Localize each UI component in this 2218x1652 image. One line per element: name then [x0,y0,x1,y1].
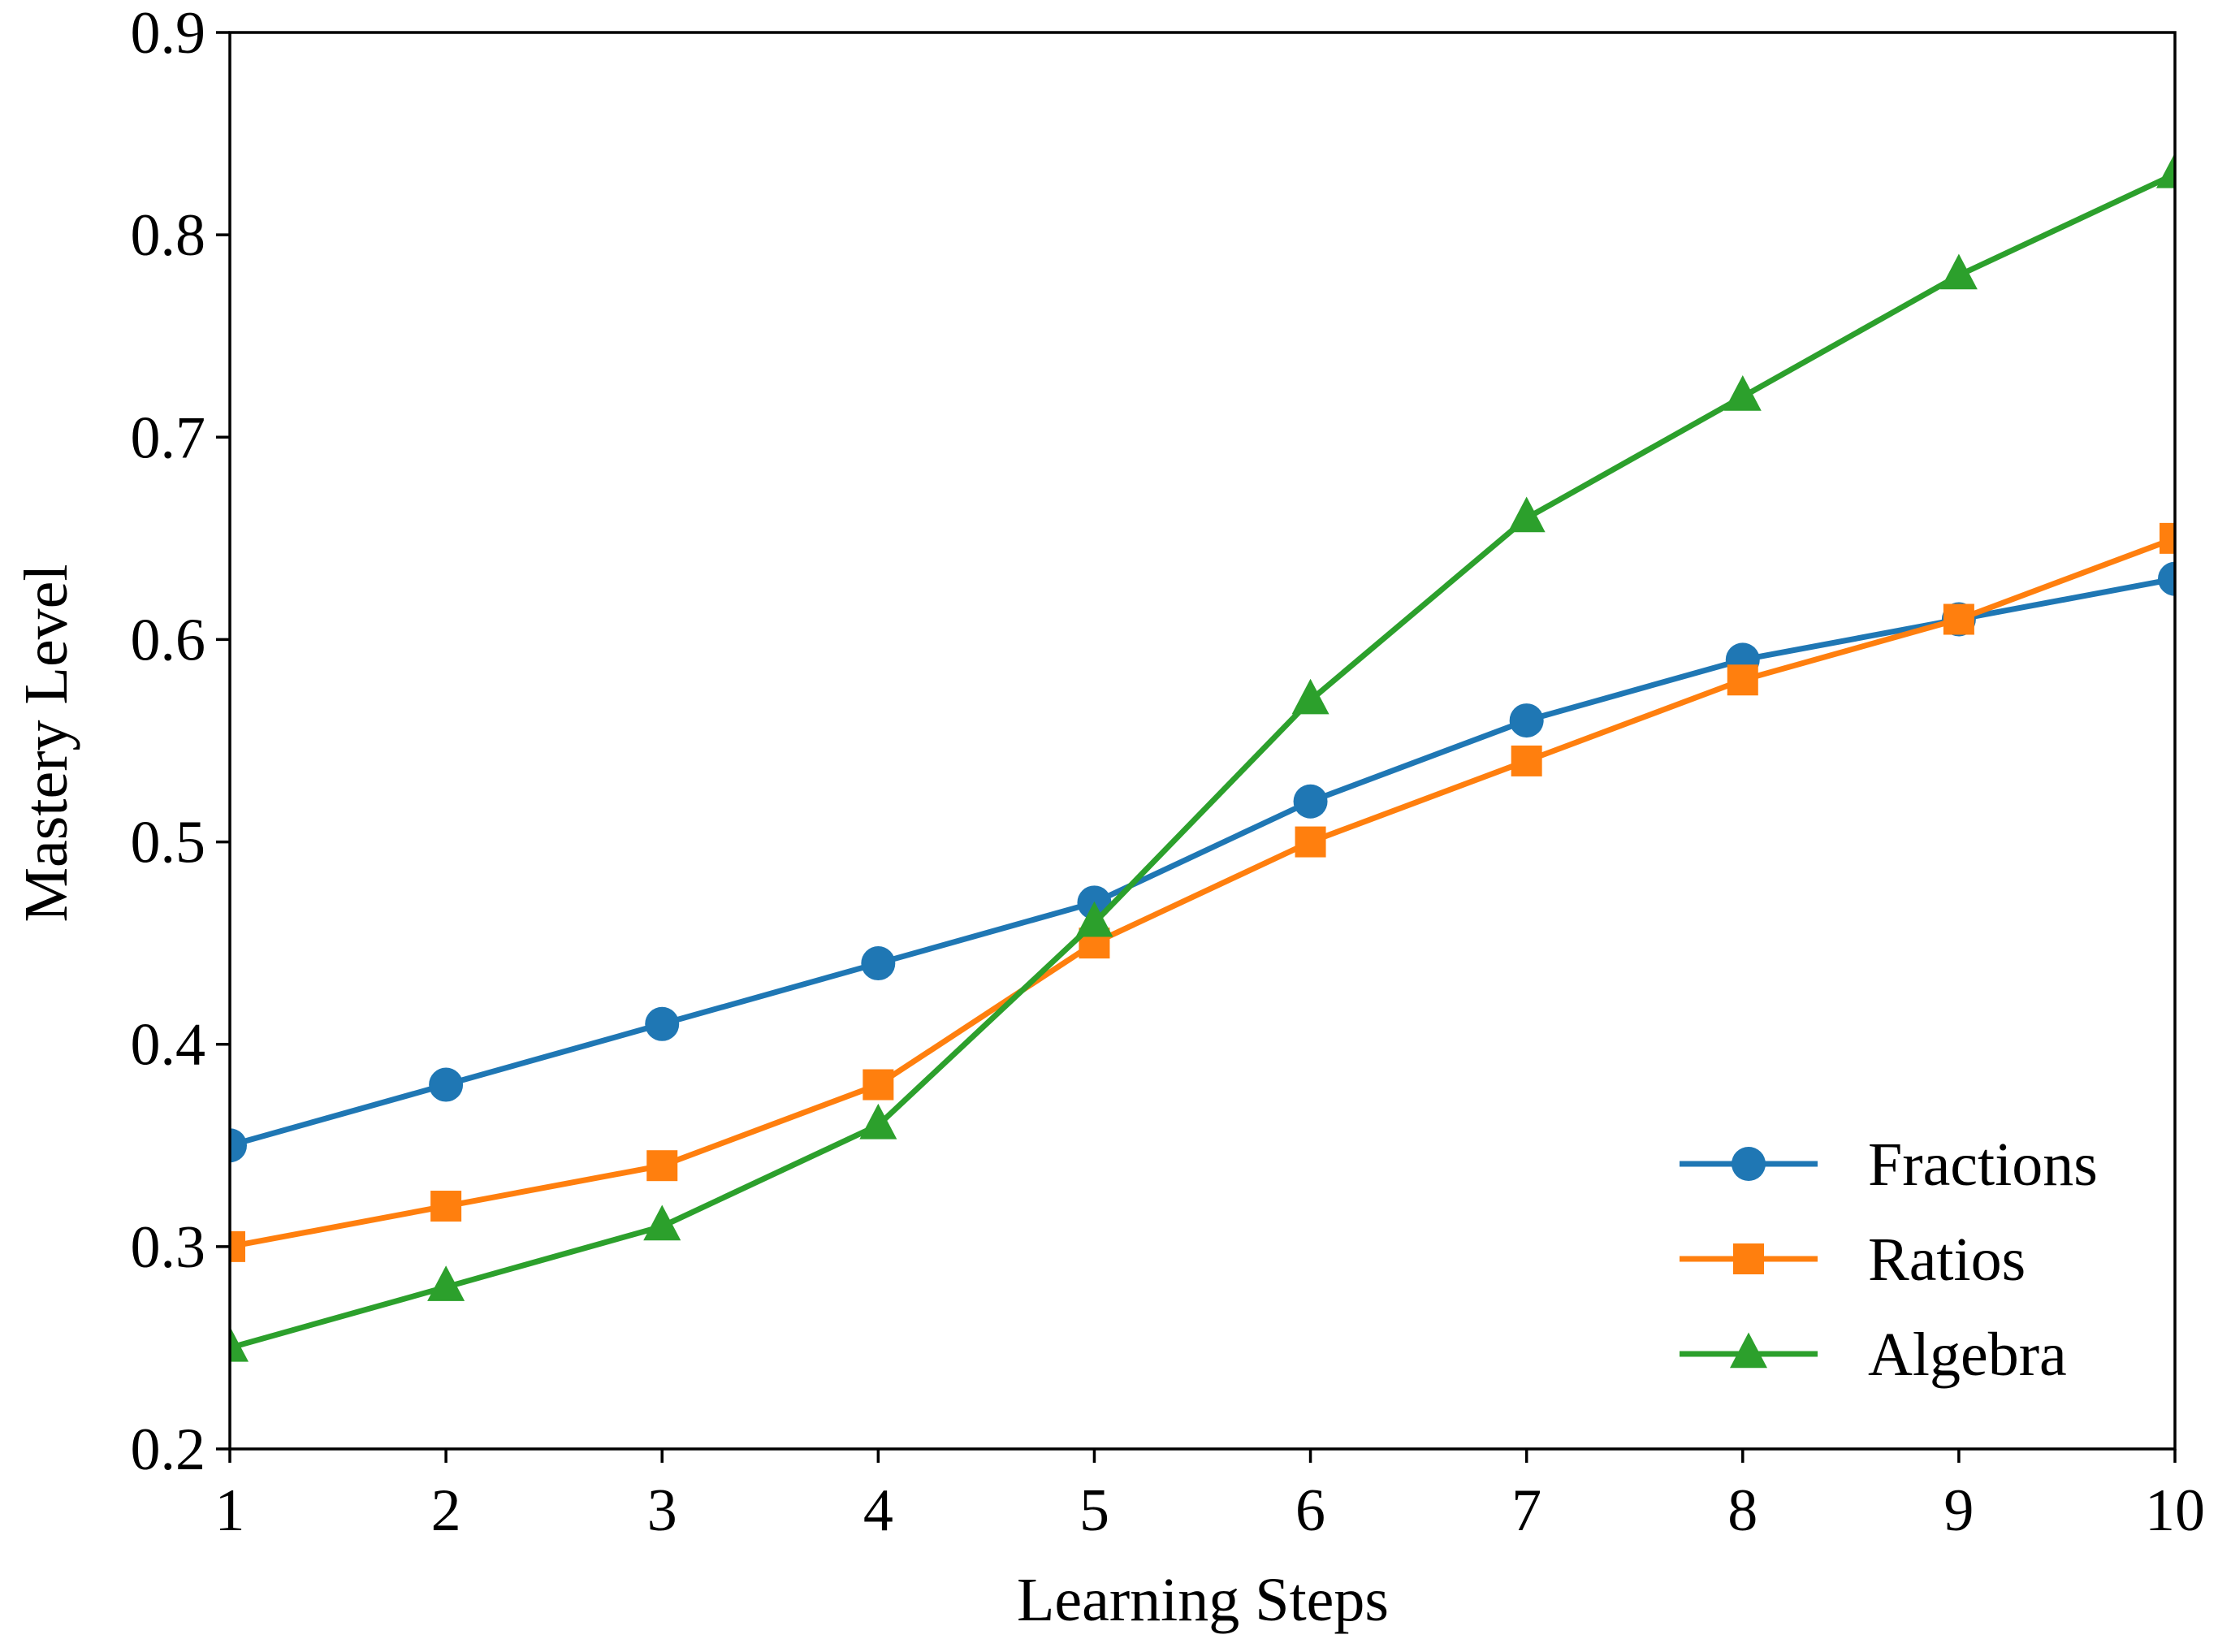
legend-label: Algebra [1868,1321,2067,1389]
y-tick-label: 0.8 [131,202,206,269]
data-point-algebra [1939,253,1978,290]
series-layer [230,152,2175,1362]
plot-frame [228,31,2177,1451]
x-tick-label: 7 [1511,1477,1541,1544]
data-point-algebra [427,1265,465,1301]
data-point-ratios [1295,826,1326,858]
data-point-ratios [230,1230,245,1262]
data-point-ratios [646,1150,678,1182]
data-point-fractions [1509,703,1544,738]
series-algebra [230,152,2175,1362]
legend-label: Ratios [1868,1226,2026,1294]
y-tick-label: 0.3 [131,1214,206,1281]
data-point-ratios [430,1191,462,1222]
series-line-ratios [230,535,2175,1250]
legend-item-fractions: Fractions [1680,1131,2098,1199]
y-tick-label: 0.2 [131,1416,206,1483]
data-point-ratios [863,1069,894,1101]
data-point-fractions [861,946,896,981]
data-point-ratios [1943,603,1974,635]
legend-marker [1733,1243,1764,1274]
data-point-fractions [645,1006,680,1041]
x-tick-label: 2 [431,1477,461,1544]
legend-marker [1732,1147,1766,1181]
data-point-algebra [230,1325,249,1362]
x-tick-label: 6 [1295,1477,1325,1544]
data-point-fractions [230,1128,247,1163]
axes-layer: 1 2 3 4 5 6 7 8 9 10 0.2 0.3 0.4 0.5 0.6 0.7 0.8 0.9 [131,0,2206,1544]
data-point-algebra [643,1204,681,1241]
y-tick-label: 0.7 [131,404,206,471]
y-tick-label: 0.4 [131,1012,206,1079]
data-point-ratios [2160,522,2175,554]
legend-item-algebra: Algebra [1680,1321,2067,1389]
legend-item-ratios: Ratios [1680,1226,2026,1294]
series-line-algebra [230,171,2175,1351]
x-tick-label: 9 [1943,1477,1974,1544]
y-tick-label: 0.5 [131,810,206,876]
x-tick-label: 4 [863,1477,893,1544]
data-point-ratios [1727,664,1758,696]
data-point-ratios [1511,745,1542,776]
data-point-algebra [1507,496,1546,533]
y-tick-label: 0.6 [131,607,206,673]
data-point-algebra [2156,152,2175,188]
x-tick-label: 5 [1079,1477,1109,1544]
series-line-fractions [230,576,2175,1148]
data-point-fractions [1293,784,1328,819]
data-point-algebra [1075,901,1113,937]
legend: Fractions Ratios Algebra [1680,1131,2098,1389]
legend-marker [1730,1332,1767,1369]
x-tick-label: 3 [647,1477,677,1544]
x-tick-label: 1 [215,1477,245,1544]
legend-label: Fractions [1868,1131,2098,1199]
y-axis-title: Mastery Level [12,564,80,922]
x-tick-label: 8 [1727,1477,1758,1544]
data-point-fractions [429,1067,464,1102]
data-point-algebra [859,1103,897,1140]
data-point-algebra [1291,678,1330,715]
x-tick-label: 10 [2145,1477,2205,1544]
data-point-algebra [1723,375,1762,411]
x-axis-title: Learning Steps [1017,1566,1389,1634]
y-tick-label: 0.9 [131,0,206,67]
data-point-fractions [2158,561,2175,596]
